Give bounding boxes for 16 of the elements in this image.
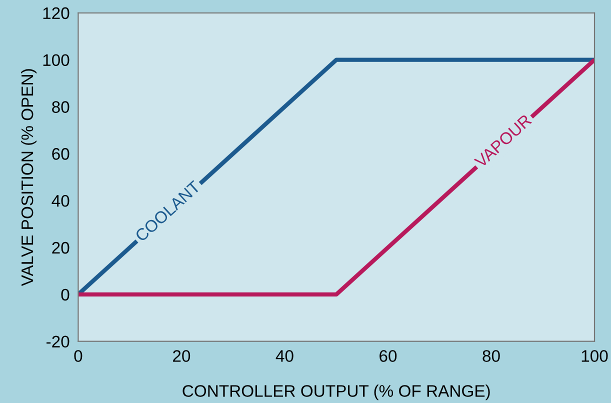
x-tick-label: 20 bbox=[173, 350, 190, 362]
x-tick-label: 40 bbox=[276, 350, 294, 362]
y-tick-label: 40 bbox=[52, 194, 70, 207]
y-axis-title: VALVE POSITION (% OPEN) bbox=[20, 69, 37, 286]
y-tick-label: -20 bbox=[46, 336, 70, 348]
x-tick-label: 0 bbox=[74, 350, 82, 362]
y-tick-label: 20 bbox=[52, 242, 70, 254]
x-tick-label: 60 bbox=[380, 350, 397, 362]
x-tick-label: 80 bbox=[482, 350, 500, 362]
y-tick-label: 60 bbox=[52, 148, 70, 160]
y-tick-label: 120 bbox=[43, 7, 70, 20]
y-tick-label: 0 bbox=[61, 288, 70, 301]
x-axis-title: CONTROLLER OUTPUT (% OF RANGE) bbox=[182, 384, 490, 400]
y-tick-label: 100 bbox=[43, 54, 70, 66]
x-tick-label: 100 bbox=[582, 350, 608, 362]
y-tick-label: 80 bbox=[52, 101, 70, 113]
